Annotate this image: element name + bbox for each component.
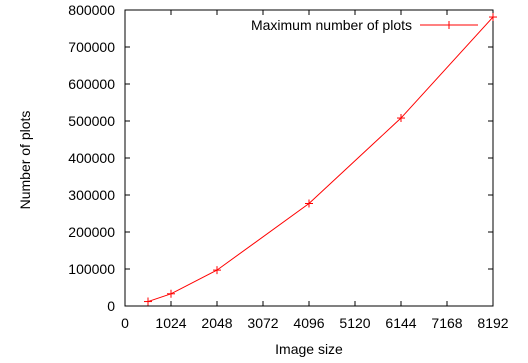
data-point-marker bbox=[397, 114, 405, 123]
x-axis-label: Image size bbox=[275, 341, 343, 357]
plot-frame bbox=[124, 9, 494, 307]
y-tick-label: 200000 bbox=[68, 224, 115, 240]
x-tick-label: 5120 bbox=[339, 315, 370, 331]
y-tick-label: 600000 bbox=[68, 76, 115, 92]
y-tick-label: 500000 bbox=[68, 113, 115, 129]
x-tick-label: 1024 bbox=[155, 315, 186, 331]
data-point-marker bbox=[144, 297, 152, 306]
data-point-marker bbox=[305, 199, 313, 208]
y-axis-label: Number of plots bbox=[17, 111, 33, 210]
y-tick-label: 800000 bbox=[68, 2, 115, 18]
series-layer bbox=[144, 13, 497, 306]
legend: Maximum number of plots bbox=[251, 17, 478, 33]
ticks-layer: 0 1024 2048 3072 4096 5120 6144 7168 8192 0 100000… bbox=[68, 2, 508, 331]
x-tick-label: 4096 bbox=[293, 315, 324, 331]
x-tick-label: 2048 bbox=[201, 315, 232, 331]
x-tick-label: 6144 bbox=[385, 315, 416, 331]
data-point-marker bbox=[489, 13, 497, 22]
legend-marker bbox=[445, 21, 453, 29]
data-point-marker bbox=[213, 266, 221, 275]
data-point-marker bbox=[167, 289, 175, 298]
x-tick-label: 3072 bbox=[247, 315, 278, 331]
y-tick-label: 100000 bbox=[68, 261, 115, 277]
y-tick-label: 0 bbox=[107, 298, 115, 314]
series-line bbox=[147, 16, 494, 303]
y-tick-label: 400000 bbox=[68, 150, 115, 166]
y-tick-label: 700000 bbox=[68, 39, 115, 55]
x-tick-label: 8192 bbox=[477, 315, 508, 331]
x-tick-label: 7168 bbox=[431, 315, 462, 331]
x-tick-label: 0 bbox=[121, 315, 129, 331]
y-tick-label: 300000 bbox=[68, 187, 115, 203]
legend-label: Maximum number of plots bbox=[251, 17, 412, 33]
